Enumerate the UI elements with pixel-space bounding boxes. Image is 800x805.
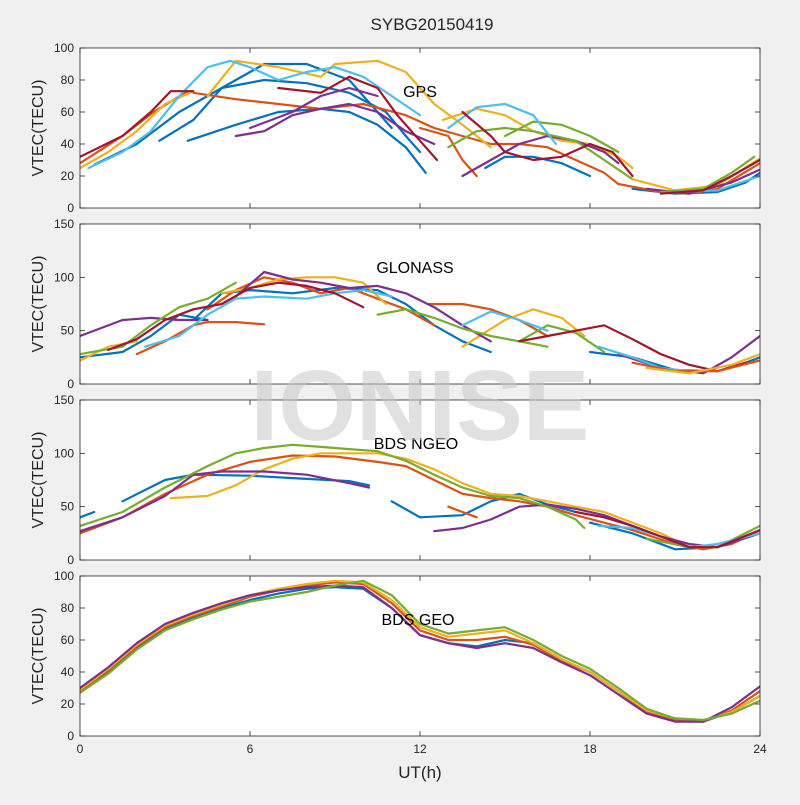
series-line-0 (80, 510, 96, 519)
series-line-9 (80, 316, 209, 338)
y-tick-label: 60 (61, 105, 75, 119)
y-tick-label: 150 (54, 393, 74, 407)
y-axis-label: VTEC(TECU) (30, 432, 47, 529)
chart-title: SYBG20150419 (371, 15, 494, 34)
panel-glonass: 0 50 100 150 VTEC(TECU) GLONASS (30, 217, 761, 391)
series-line-0 (80, 313, 209, 359)
series-line-18 (277, 75, 439, 162)
series-line-17 (80, 90, 195, 158)
series-line-3 (80, 584, 760, 723)
series-line-19 (461, 110, 634, 178)
y-tick-label: 50 (61, 324, 75, 338)
panel-label: GLONASS (376, 260, 453, 277)
series-line-4 (206, 276, 436, 327)
y-tick-label: 150 (54, 217, 74, 231)
series-line-9 (80, 443, 586, 530)
series-line-12 (461, 134, 620, 178)
panel-bds_ngeo: 0 50 100 150 VTEC(TECU) BDS NGEO (30, 393, 761, 567)
series-line-14 (503, 120, 620, 154)
series-group (80, 59, 760, 195)
series-line-24 (659, 155, 756, 194)
series-line-15 (144, 289, 393, 348)
series-line-17 (597, 345, 691, 373)
series-line-14 (518, 324, 606, 354)
series-line-8 (461, 308, 586, 348)
x-tick-label: 6 (247, 742, 254, 756)
series-group (80, 443, 760, 551)
y-tick-label: 60 (61, 633, 75, 647)
y-tick-label: 100 (54, 446, 74, 460)
series-group (80, 270, 760, 375)
y-tick-label: 0 (67, 201, 74, 215)
series-line-5 (192, 91, 620, 186)
y-axis-label: VTEC(TECU) (30, 256, 47, 353)
y-tick-label: 100 (54, 270, 74, 284)
panel-label: BDS GEO (382, 612, 455, 629)
y-tick-label: 80 (61, 73, 75, 87)
y-tick-label: 0 (67, 729, 74, 743)
y-axis-label: VTEC(TECU) (30, 80, 47, 177)
series-line-13 (447, 126, 634, 181)
series-line-2 (80, 579, 760, 722)
panel-gps: 0 20 40 60 80 100 VTEC(TECU) GPS (30, 41, 761, 215)
y-tick-label: 40 (61, 137, 75, 151)
series-line-16 (461, 310, 549, 332)
x-axis-label: UT(h) (398, 763, 441, 782)
x-tick-label: 12 (413, 742, 427, 756)
series-line-4 (80, 579, 760, 722)
y-axis-label: VTEC(TECU) (30, 608, 47, 705)
series-line-6 (169, 452, 760, 549)
y-tick-label: 0 (67, 377, 74, 391)
watermark: IONISE (251, 350, 590, 462)
x-tick-label: 18 (583, 742, 597, 756)
series-line-15 (87, 59, 422, 170)
y-tick-label: 20 (61, 697, 75, 711)
x-tick-label: 24 (753, 742, 767, 756)
series-line-2 (186, 107, 427, 174)
panel-label: BDS NGEO (374, 436, 458, 453)
series-line-8 (433, 503, 760, 549)
panel-bds_geo: 0 20 40 60 80 100 0 6 12 18 24 VTEC(TECU) BDS GEO (30, 569, 767, 756)
series-line-10 (234, 102, 436, 146)
series-line-3 (135, 321, 266, 356)
y-tick-label: 20 (61, 169, 75, 183)
series-line-18 (107, 281, 365, 351)
series-line-12 (574, 510, 760, 549)
series-line-21 (645, 353, 760, 375)
series-line-3 (484, 155, 592, 178)
series-line-7 (80, 90, 195, 170)
x-tick-label: 0 (77, 742, 84, 756)
series-line-5 (427, 302, 549, 338)
series-line-16 (447, 102, 558, 146)
series-line-6 (418, 126, 478, 178)
y-tick-label: 100 (54, 569, 74, 583)
series-line-10 (234, 270, 492, 343)
series-line-26 (659, 158, 760, 195)
series-line-1 (121, 473, 371, 503)
y-tick-label: 40 (61, 665, 75, 679)
panel-label: GPS (403, 84, 437, 101)
y-tick-label: 80 (61, 601, 75, 615)
series-line-11 (248, 86, 379, 130)
series-line-5 (447, 505, 478, 519)
y-tick-label: 100 (54, 41, 74, 55)
series-group (80, 579, 760, 723)
y-tick-label: 50 (61, 500, 75, 514)
series-line-1 (80, 581, 760, 723)
y-tick-label: 0 (67, 553, 74, 567)
series-line-7 (80, 470, 371, 533)
series-line-8 (206, 59, 492, 149)
